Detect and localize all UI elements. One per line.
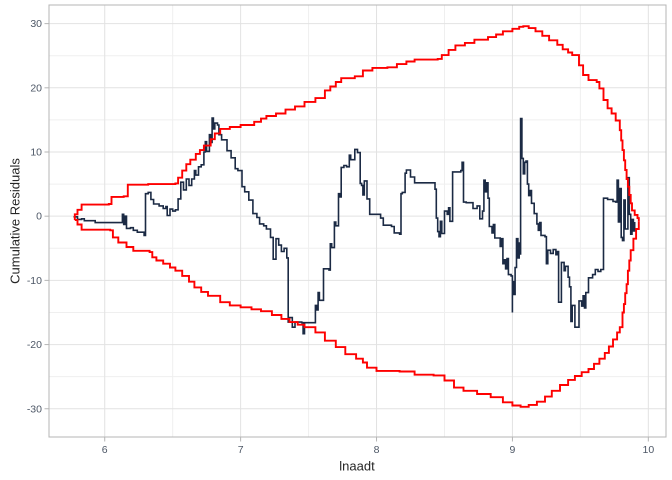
y-axis-title: Cumulative Residuals: [7, 158, 23, 284]
x-axis-title: lnaadt: [339, 458, 375, 474]
y-tick-label: -20: [27, 339, 42, 351]
y-tick-label: 20: [30, 82, 42, 94]
x-tick-label: 8: [374, 444, 380, 456]
simulation-envelope-upper-line: [73, 25, 640, 222]
y-tick-label: 30: [30, 18, 42, 30]
axis-ticks: 6 7 8 9 10 -30 -20 -10 0 10 20 30: [27, 18, 655, 456]
x-tick-label: 7: [238, 444, 244, 456]
major-gridlines: [49, 5, 666, 437]
simulation-envelope-lower-line: [74, 219, 640, 408]
cumulative-residuals-line: [73, 117, 636, 335]
x-tick-label: 9: [510, 444, 516, 456]
y-tick-label: -10: [27, 275, 42, 287]
y-tick-label: 10: [30, 146, 42, 158]
x-tick-label: 6: [102, 444, 108, 456]
minor-gridlines: [49, 5, 666, 437]
panel-border: [48, 4, 667, 438]
y-tick-label: 0: [36, 211, 42, 223]
x-tick-label: 10: [642, 444, 654, 456]
y-tick-label: -30: [27, 403, 42, 415]
